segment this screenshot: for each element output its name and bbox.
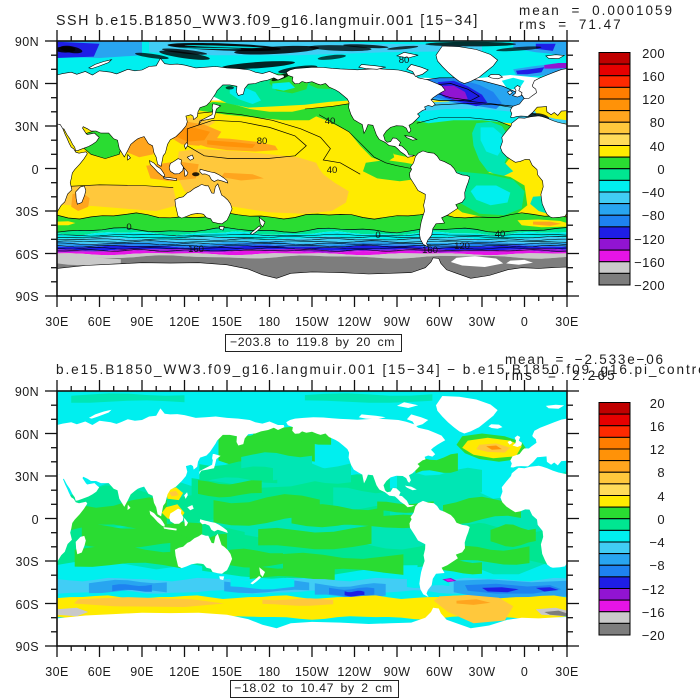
- svg-text:0: 0: [126, 222, 131, 233]
- svg-text:0: 0: [375, 230, 380, 241]
- svg-text:40: 40: [327, 165, 338, 176]
- svg-text:160: 160: [188, 244, 204, 255]
- svg-text:160: 160: [422, 245, 438, 256]
- svg-text:80: 80: [399, 55, 410, 66]
- svg-text:80: 80: [257, 136, 268, 147]
- svg-text:40: 40: [325, 116, 336, 127]
- svg-text:120: 120: [454, 241, 470, 252]
- svg-text:40: 40: [495, 229, 506, 240]
